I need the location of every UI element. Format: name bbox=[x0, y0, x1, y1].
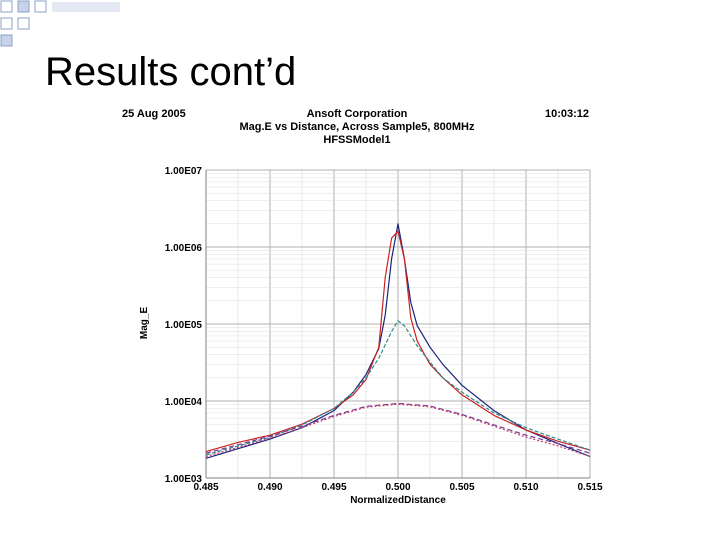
x-tick-label: 0.485 bbox=[193, 482, 218, 493]
y-tick-label: 1.00E07 bbox=[165, 166, 203, 177]
slide-title: Results cont’d bbox=[45, 50, 297, 94]
x-tick-label: 0.515 bbox=[577, 482, 602, 493]
chart-grid bbox=[205, 169, 591, 479]
chart-ticks: 0.485 0.490 0.495 0.500 0.505 0.510 0.515 1.00E… bbox=[165, 166, 603, 493]
x-tick-label: 0.490 bbox=[257, 482, 282, 493]
series-line-5 bbox=[205, 403, 591, 458]
corner-squares-decoration bbox=[0, 0, 120, 47]
plot-company: Ansoft Corporation bbox=[306, 108, 408, 120]
plot-subtitle: Mag.E vs Distance, Across Sample5, 800MH… bbox=[239, 121, 475, 133]
plot-model: HFSSModel1 bbox=[323, 134, 391, 146]
y-tick-label: 1.00E05 bbox=[165, 320, 203, 331]
y-tick-label: 1.00E03 bbox=[165, 474, 203, 485]
x-axis-label: NormalizedDistance bbox=[350, 495, 446, 506]
y-tick-label: 1.00E04 bbox=[165, 397, 203, 408]
chart-series bbox=[205, 223, 591, 459]
series-line-3 bbox=[205, 320, 591, 456]
x-tick-label: 0.510 bbox=[513, 482, 538, 493]
series-line-1 bbox=[205, 223, 591, 459]
series-line-2 bbox=[205, 230, 591, 453]
series-line-4 bbox=[205, 402, 591, 454]
y-axis-label: Mag_E bbox=[139, 307, 150, 340]
x-tick-label: 0.500 bbox=[385, 482, 410, 493]
x-tick-label: 0.505 bbox=[449, 482, 474, 493]
y-tick-label: 1.00E06 bbox=[165, 243, 203, 254]
plot-date: 25 Aug 2005 bbox=[122, 108, 186, 120]
x-tick-label: 0.495 bbox=[321, 482, 346, 493]
plot-time: 10:03:12 bbox=[545, 108, 590, 120]
